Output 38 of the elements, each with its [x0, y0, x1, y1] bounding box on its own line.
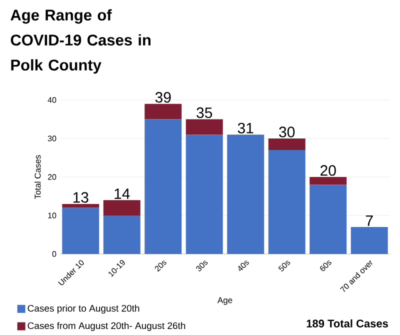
bar [268, 138, 306, 150]
bar [144, 119, 182, 254]
bar [268, 150, 306, 254]
x-tick-label: 50s [278, 260, 290, 272]
x-tick-label: 30s [196, 260, 208, 272]
total-label: 20 [320, 165, 336, 176]
total-label: 7 [366, 216, 373, 226]
legend-label: Cases from August 20th- August 26th [28, 322, 186, 331]
total-label: 39 [155, 92, 171, 103]
x-tick-label: 40s [238, 260, 249, 272]
bar [62, 204, 100, 208]
bar [62, 208, 100, 254]
bar [227, 134, 264, 254]
x-tick-label: 20s [154, 260, 166, 272]
x-tick-label: 60s [320, 260, 332, 272]
bar [103, 200, 140, 216]
y-tick-label: 10 [48, 212, 56, 218]
y-tick-label: 20 [48, 174, 56, 180]
y-tick-label: 40 [48, 97, 56, 103]
y-tick-label: 0 [52, 251, 56, 257]
text: 189 Total Cases [306, 319, 388, 328]
bar [186, 134, 223, 254]
bar [103, 215, 140, 254]
total-label: 30 [279, 126, 295, 138]
total-label: 13 [73, 192, 88, 203]
bar [310, 184, 347, 254]
x-axis-title: Age [217, 297, 232, 305]
bar [350, 227, 388, 254]
bar [144, 104, 182, 120]
total-label: 14 [114, 188, 130, 199]
bar [310, 176, 347, 185]
bar [186, 119, 223, 135]
legend-label: Cases prior to August 20th [28, 304, 140, 314]
total-label: 35 [196, 107, 212, 118]
y-tick-label: 30 [48, 136, 56, 142]
y-axis-title: Total Cases [34, 155, 41, 200]
chart-title: Age Range of COVID-19 Cases in Polk County [10, 9, 150, 74]
total-label: 31 [238, 122, 254, 134]
